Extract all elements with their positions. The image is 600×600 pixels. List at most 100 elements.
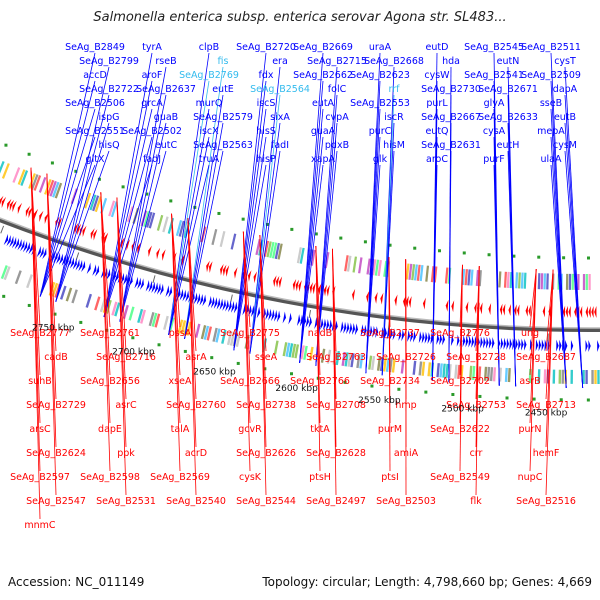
forward-gene [325, 319, 330, 331]
reverse-gene-label: SeAg_B2737 [360, 328, 420, 339]
forward-gene-label: hda [442, 56, 460, 67]
reverse-gene [312, 282, 316, 295]
reverse-leader [545, 269, 554, 496]
cog-block-inner [408, 263, 413, 280]
cog-block-inner [20, 170, 29, 186]
cog-block-inner [523, 272, 527, 289]
cog-block-outer [0, 265, 8, 280]
reverse-gene-label: SeAg_B2624 [26, 448, 86, 459]
forward-leader [249, 66, 281, 354]
forward-gene-label: purL [426, 98, 448, 109]
reverse-gene [220, 263, 224, 276]
forward-gene-label: SeAg_B2799 [79, 56, 139, 67]
forward-gene-label: sixA [270, 112, 290, 123]
forward-gene-label: SeAg_B2669 [293, 42, 353, 53]
forward-gene [69, 257, 75, 269]
scale-label: 2650 kbp [193, 368, 236, 378]
forward-gene [53, 251, 58, 263]
cog-block-inner [94, 196, 102, 213]
marker-dot [2, 294, 6, 298]
cog-block-outer [477, 366, 482, 381]
reverse-gene-label: nadB [308, 328, 332, 339]
forward-gene [518, 338, 521, 351]
cog-block-outer [14, 270, 22, 285]
reverse-gene [7, 198, 12, 211]
marker-dot [562, 256, 566, 260]
topology-summary: Topology: circular; Length: 4,798,660 bp… [262, 575, 592, 589]
cog-block-outer [94, 296, 101, 311]
forward-gene-label: gltX [86, 154, 105, 165]
forward-gene [165, 285, 170, 297]
cog-block-outer [436, 363, 440, 378]
cog-block-inner [543, 273, 547, 290]
marker-dot [462, 251, 466, 255]
cog-block-outer [489, 367, 494, 382]
cog-block-inner [266, 241, 272, 258]
forward-gene [491, 337, 495, 350]
reverse-gene [79, 224, 84, 237]
forward-gene [6, 234, 11, 247]
forward-gene [471, 335, 475, 348]
forward-gene [25, 241, 30, 254]
reverse-leader [46, 173, 57, 496]
forward-gene-label: mepA [537, 126, 565, 137]
forward-gene [268, 308, 272, 321]
cog-block-inner [503, 271, 507, 288]
forward-gene-label: guaA [311, 126, 336, 137]
reverse-gene-label: SeAg_B2738 [236, 400, 296, 411]
marker-dot [265, 222, 269, 226]
reverse-gene-label: xseA [169, 376, 192, 387]
accession-label: Accession: NC_011149 [8, 575, 145, 589]
forward-gene [81, 260, 86, 273]
cog-block-inner [425, 265, 430, 282]
marker-dot [343, 380, 347, 384]
reverse-leader [545, 269, 554, 352]
forward-gene [485, 336, 489, 349]
cog-block-outer [151, 312, 158, 327]
reverse-gene-label: SeAg_B2734 [360, 376, 420, 387]
forward-gene [42, 247, 47, 260]
forward-gene-label: accD [83, 70, 107, 81]
forward-gene-label: fadJ [143, 154, 161, 165]
reverse-gene-label: cadB [44, 352, 68, 363]
reverse-gene [1, 196, 7, 209]
forward-gene [288, 312, 292, 325]
marker-dot [586, 256, 590, 260]
reverse-gene [298, 280, 302, 292]
reverse-gene [225, 265, 230, 277]
cog-block-outer [359, 354, 364, 369]
reverse-gene-label: SeAg_B2531 [96, 496, 156, 507]
forward-gene-label: rrf [389, 84, 401, 95]
reverse-gene-label: dapE [98, 424, 122, 435]
forward-gene [305, 315, 309, 328]
cog-block-outer [543, 369, 547, 384]
cog-block-outer [114, 302, 121, 317]
reverse-gene-label: SeAg_B2760 [166, 400, 226, 411]
forward-leader [365, 164, 381, 374]
forward-leader [103, 80, 153, 318]
reverse-gene [208, 261, 213, 273]
scale-tick [467, 329, 470, 338]
cog-block-inner [517, 272, 521, 289]
forward-gene [11, 236, 17, 249]
forward-leader [315, 122, 338, 366]
cog-block-inner [277, 243, 283, 260]
forward-gene [322, 318, 327, 331]
reverse-leader [116, 197, 127, 496]
forward-gene [439, 333, 443, 346]
cog-block-outer [229, 331, 236, 346]
forward-gene [389, 327, 393, 340]
marker-dot [241, 217, 245, 221]
forward-gene [137, 277, 142, 290]
forward-leader [233, 108, 267, 351]
forward-gene-label: dapA [553, 84, 578, 95]
reverse-gene-label: ung [521, 328, 539, 339]
forward-leader [233, 164, 267, 351]
forward-gene [535, 339, 539, 352]
cog-block-outer [439, 363, 443, 378]
cog-block-outer [291, 343, 297, 358]
reverse-gene [488, 302, 492, 315]
reverse-gene [422, 297, 426, 310]
forward-gene [597, 339, 600, 352]
forward-gene-label: aroC [426, 154, 448, 165]
